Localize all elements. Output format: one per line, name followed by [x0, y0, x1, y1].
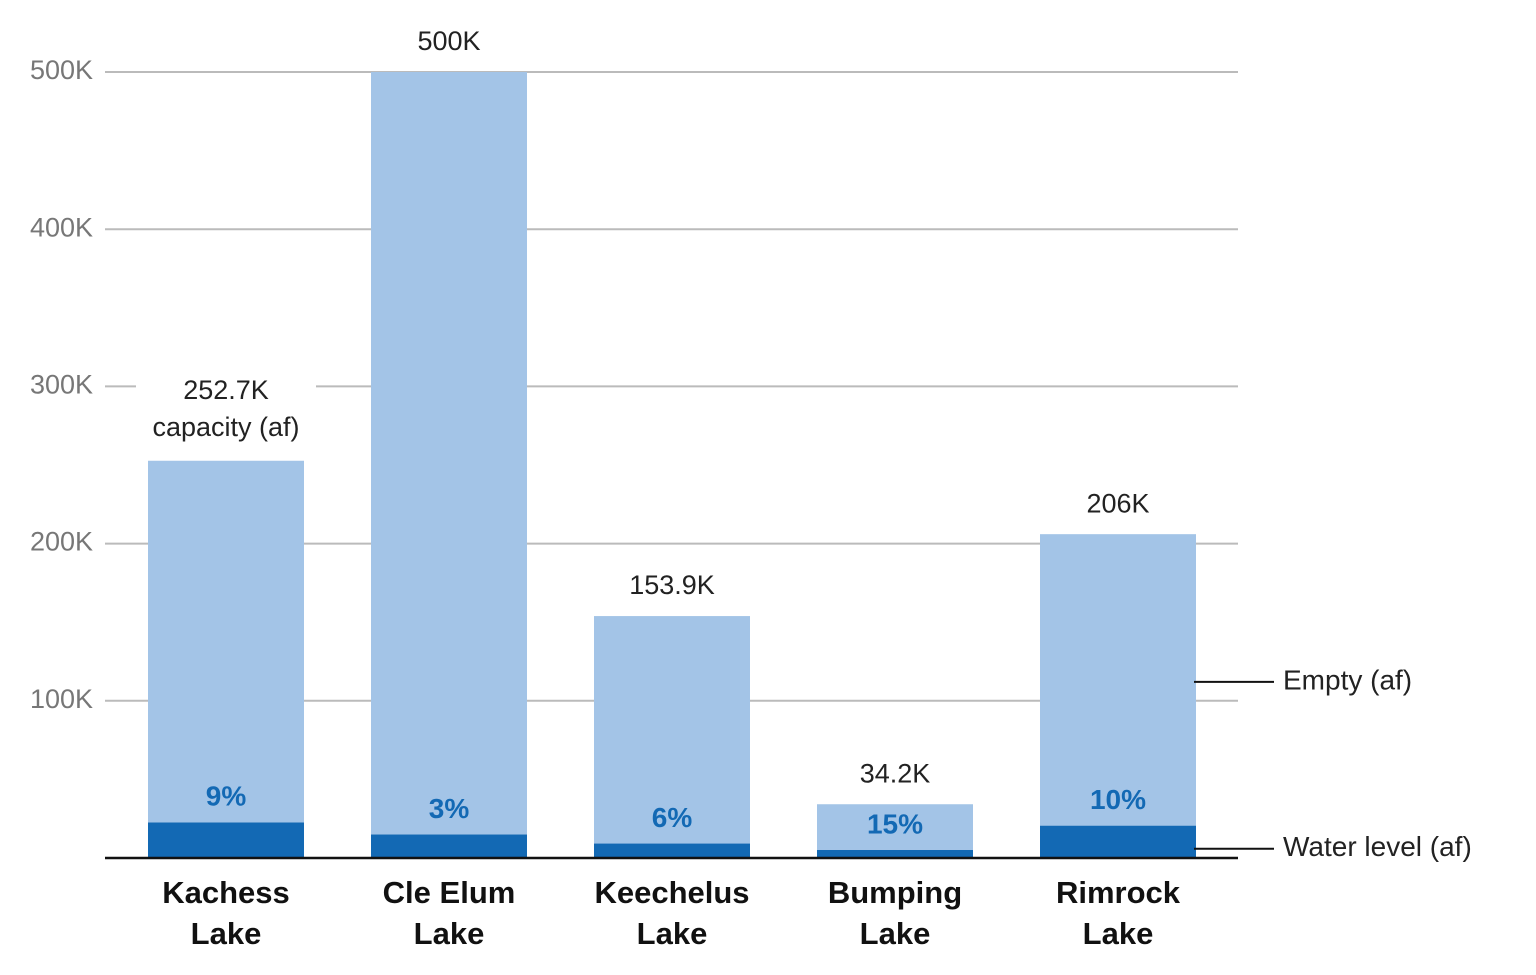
- x-tick-label: Lake: [637, 916, 708, 951]
- total-label: 252.7K: [183, 375, 269, 405]
- x-tick-label: Lake: [191, 916, 262, 951]
- legend-label: Water level (af): [1283, 831, 1472, 862]
- bar-segment: [594, 843, 750, 858]
- x-tick-label: Keechelus: [594, 875, 749, 910]
- label-backing: [1028, 487, 1208, 524]
- bar-segment: [1040, 825, 1196, 858]
- total-label: 500K: [417, 26, 480, 56]
- percent-label: 3%: [429, 793, 470, 824]
- x-tick-label: Cle Elum: [383, 875, 516, 910]
- bar-segment: [148, 822, 304, 858]
- legend-label: Empty (af): [1283, 664, 1412, 695]
- percent-label: 6%: [652, 802, 693, 833]
- total-label: 34.2K: [860, 758, 931, 788]
- y-tick-label: 300K: [30, 370, 93, 400]
- bar-segment: [371, 72, 527, 835]
- x-tick-label: Rimrock: [1056, 875, 1181, 910]
- x-tick-label: Lake: [414, 916, 485, 951]
- x-tick-label: Lake: [1083, 916, 1154, 951]
- total-note: capacity (af): [152, 412, 299, 442]
- percent-label: 9%: [206, 781, 247, 812]
- total-label: 153.9K: [629, 570, 715, 600]
- bar-segment: [594, 616, 750, 844]
- y-tick-label: 200K: [30, 527, 93, 557]
- bar-segment: [817, 849, 973, 858]
- x-tick-label: Lake: [860, 916, 931, 951]
- bar-segment: [817, 804, 973, 850]
- bar-segment: [148, 460, 304, 823]
- x-tick-label: Bumping: [828, 875, 962, 910]
- bar-segment: [1040, 534, 1196, 826]
- x-tick-label: Kachess: [162, 875, 290, 910]
- label-backing: [805, 757, 985, 794]
- label-backing: [582, 569, 762, 606]
- label-backing: [136, 373, 316, 450]
- bar-segment: [371, 834, 527, 858]
- y-tick-label: 500K: [30, 55, 93, 85]
- percent-label: 15%: [867, 808, 923, 839]
- percent-label: 10%: [1090, 784, 1146, 815]
- y-tick-label: 100K: [30, 684, 93, 714]
- y-tick-label: 400K: [30, 212, 93, 242]
- label-backing: [359, 25, 539, 61]
- total-label: 206K: [1086, 488, 1149, 518]
